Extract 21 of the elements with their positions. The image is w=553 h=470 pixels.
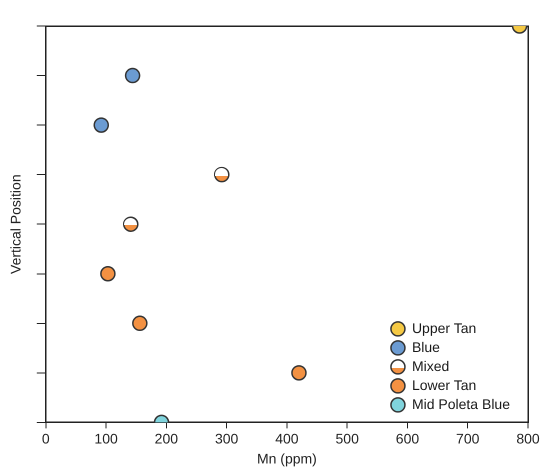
x-tick-label: 800 <box>516 430 540 447</box>
x-axis-title: Mn (ppm) <box>256 450 317 466</box>
legend-label: Blue <box>412 338 440 355</box>
x-tick-label: 600 <box>396 430 420 447</box>
x-tick-label: 500 <box>335 430 360 447</box>
x-tick-label: 200 <box>154 430 178 447</box>
point <box>100 266 116 282</box>
x-tick-label: 300 <box>214 430 239 447</box>
legend-label: Mixed <box>412 358 450 374</box>
point <box>291 365 307 381</box>
x-tick-label: 400 <box>275 430 299 447</box>
point <box>94 117 110 133</box>
point <box>124 68 140 84</box>
legend-label: Lower Tan <box>412 376 476 393</box>
legend-label: Upper Tan <box>412 320 476 336</box>
x-tick-label: 0 <box>42 430 50 447</box>
legend-label: Mid Poleta Blue <box>412 396 510 412</box>
x-tick-label: 100 <box>94 430 118 447</box>
x-tick-label: 700 <box>456 430 480 447</box>
point <box>132 316 148 332</box>
y-axis-title: Vertical Position <box>7 174 24 274</box>
